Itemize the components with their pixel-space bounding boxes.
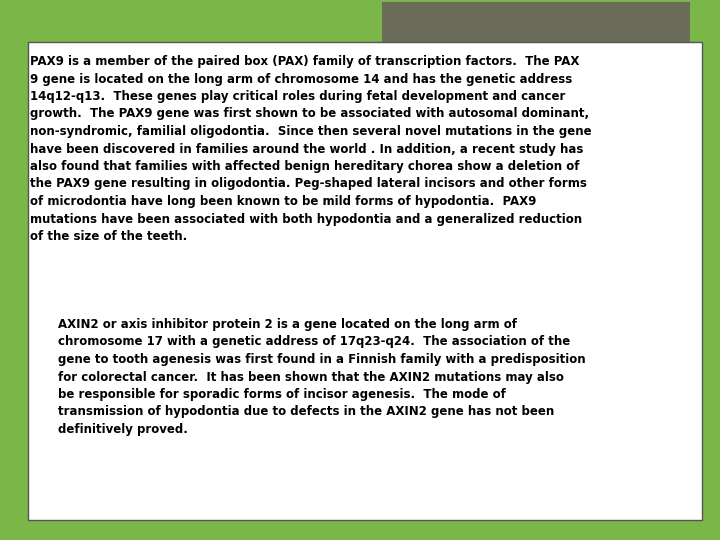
Text: PAX9 is a member of the paired box (PAX) family of transcription factors.  The P: PAX9 is a member of the paired box (PAX)… [30,55,592,243]
Bar [382,2,690,48]
Text: AXIN2 or axis inhibitor protein 2 is a gene located on the long arm of
chromosom: AXIN2 or axis inhibitor protein 2 is a g… [58,318,585,436]
Bar [28,42,702,520]
